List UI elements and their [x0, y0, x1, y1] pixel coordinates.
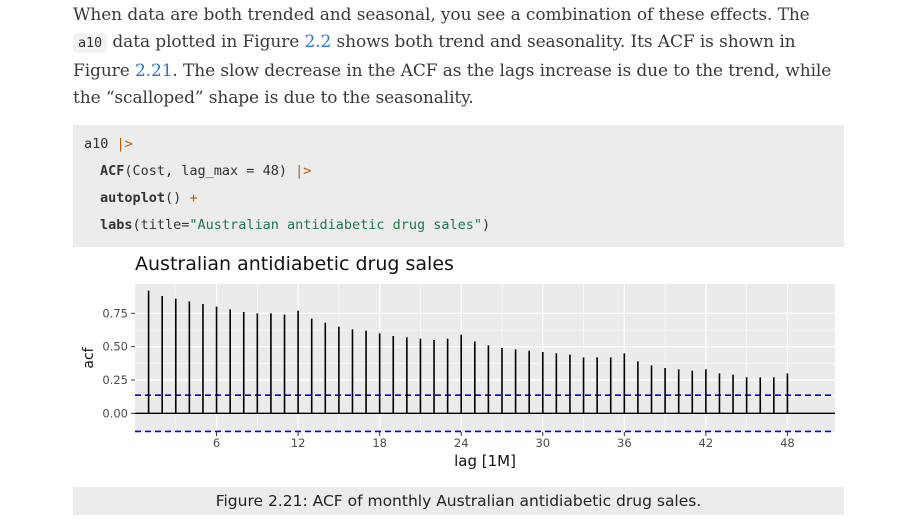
plot-panel	[135, 284, 835, 432]
x-axis-label: lag [1M]	[454, 452, 516, 470]
figure-caption: Figure 2.21: ACF of monthly Australian a…	[73, 487, 844, 515]
chart-title: Australian antidiabetic drug sales	[135, 253, 454, 275]
x-tick-label: 12	[291, 436, 306, 450]
code-line-2: ACF(Cost, lag_max = 48) |>	[100, 163, 312, 179]
code-block[interactable]: a10 |> ACF(Cost, lag_max = 48) |> autopl…	[73, 125, 844, 247]
paragraph: When data are both trended and seasonal,…	[73, 2, 848, 112]
y-tick-label: 0.50	[102, 340, 128, 354]
paragraph-text-1: When data are both trended and seasonal,…	[73, 5, 810, 25]
y-tick-label: 0.00	[102, 406, 128, 420]
inline-code-a10: a10	[73, 33, 108, 54]
paragraph-text-3: shows both trend and seasonality. Its AC…	[73, 32, 796, 81]
code-line-3: autoplot() +	[100, 190, 198, 206]
code-line-4: labs(title="Australian antidiabetic drug…	[100, 217, 491, 233]
y-axis-label: acf	[81, 346, 97, 368]
figure-link-2-2[interactable]: 2.2	[304, 32, 332, 53]
figure-link-2-21[interactable]: 2.21	[134, 60, 173, 81]
acf-chart: Australian antidiabetic drug sales 0.000…	[81, 253, 835, 470]
x-tick-label: 24	[454, 436, 469, 450]
x-tick-label: 18	[372, 436, 387, 450]
x-tick-label: 6	[213, 436, 220, 450]
x-axis: 6 12 18 24 30 36 42 48	[213, 432, 795, 450]
code-line-1: a10 |>	[84, 136, 133, 152]
paragraph-text-2: data plotted in Figure	[107, 32, 305, 53]
x-tick-label: 48	[780, 436, 795, 450]
y-tick-label: 0.25	[102, 373, 128, 387]
x-tick-label: 30	[535, 436, 550, 450]
x-tick-label: 42	[699, 436, 714, 450]
y-axis: 0.00 0.25 0.50 0.75	[102, 306, 135, 420]
acf-bars	[135, 290, 835, 415]
x-tick-label: 36	[617, 436, 632, 450]
confidence-lines	[135, 394, 835, 433]
y-tick-label: 0.75	[102, 306, 128, 320]
paragraph-text-4: . The slow decrease in the ACF as the la…	[73, 60, 832, 108]
